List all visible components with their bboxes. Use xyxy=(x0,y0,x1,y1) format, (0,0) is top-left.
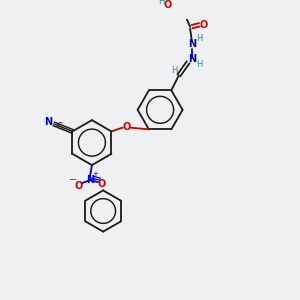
Text: N: N xyxy=(188,40,196,50)
Text: −: − xyxy=(69,175,77,185)
Text: O: O xyxy=(75,181,83,191)
Text: H: H xyxy=(196,60,203,69)
Text: N: N xyxy=(86,175,94,185)
Text: H: H xyxy=(196,34,203,43)
Text: O: O xyxy=(122,122,130,132)
Text: O: O xyxy=(97,179,105,189)
Text: O: O xyxy=(199,20,207,30)
Text: O: O xyxy=(164,0,172,10)
Text: N: N xyxy=(44,117,52,127)
Text: +: + xyxy=(93,172,99,178)
Text: C: C xyxy=(56,122,62,131)
Text: H: H xyxy=(158,0,164,6)
Text: H: H xyxy=(171,66,177,75)
Text: N: N xyxy=(188,54,196,64)
